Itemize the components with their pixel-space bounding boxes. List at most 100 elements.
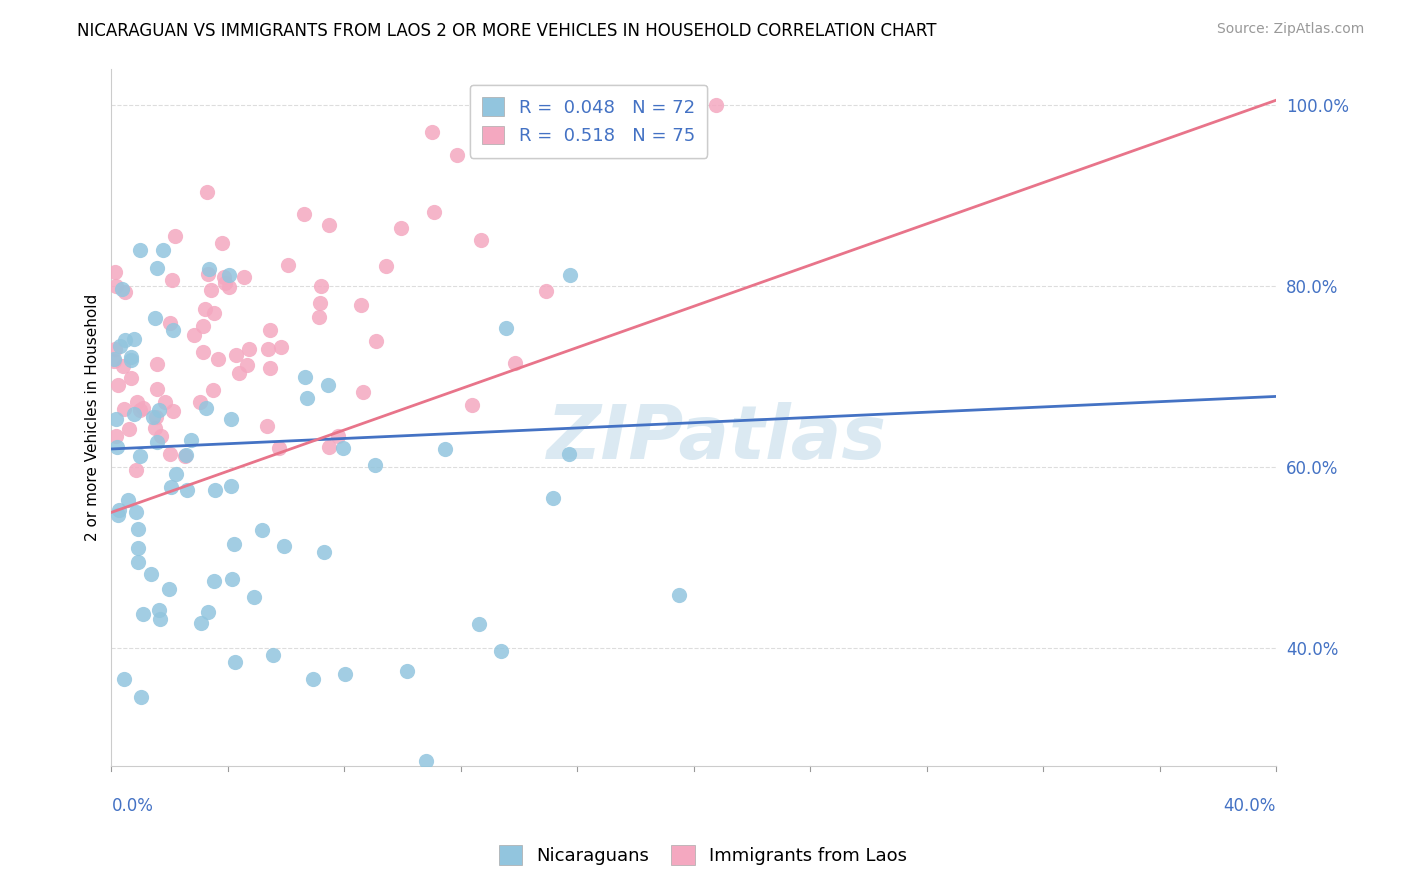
Point (221, 572, 243, 586)
Text: ZIPatlas: ZIPatlas (547, 401, 887, 475)
Point (191, 319, 214, 334)
Point (183, 328, 205, 343)
Point (434, 442, 457, 456)
Point (294, 370, 316, 384)
Point (236, 359, 259, 373)
Point (190, 615, 212, 630)
Point (174, 448, 197, 462)
Point (127, 522, 149, 536)
Point (173, 449, 195, 463)
Point (202, 306, 225, 320)
Point (312, 545, 335, 559)
Point (228, 367, 250, 381)
Point (470, 233, 492, 247)
Point (262, 648, 284, 662)
Point (560, 268, 582, 282)
Point (318, 218, 340, 232)
Point (110, 282, 132, 296)
Point (176, 483, 198, 497)
Point (191, 345, 214, 359)
Point (195, 185, 218, 199)
Point (125, 463, 148, 477)
Point (160, 480, 183, 494)
Point (219, 412, 242, 426)
Point (157, 582, 180, 597)
Point (103, 354, 125, 368)
Text: NICARAGUAN VS IMMIGRANTS FROM LAOS 2 OR MORE VEHICLES IN HOUSEHOLD CORRELATION C: NICARAGUAN VS IMMIGRANTS FROM LAOS 2 OR … (77, 22, 936, 40)
Point (149, 612, 172, 626)
Point (125, 505, 148, 519)
Legend: R =  0.048   N = 72, R =  0.518   N = 75: R = 0.048 N = 72, R = 0.518 N = 75 (470, 85, 707, 158)
Point (225, 348, 247, 362)
Point (257, 342, 280, 356)
Point (238, 342, 260, 356)
Point (165, 467, 187, 482)
Point (188, 395, 211, 409)
Point (120, 350, 142, 364)
Point (375, 260, 398, 274)
Point (704, 97, 727, 112)
Point (118, 422, 141, 436)
Point (145, 261, 167, 276)
Point (252, 524, 274, 538)
Point (104, 264, 127, 278)
Point (162, 323, 184, 337)
Point (145, 435, 167, 450)
Point (128, 402, 150, 417)
Point (233, 269, 256, 284)
Point (332, 442, 354, 456)
Point (127, 555, 149, 569)
Point (117, 492, 139, 507)
Point (180, 433, 202, 447)
Point (446, 148, 468, 162)
Text: 40.0%: 40.0% (1223, 797, 1277, 814)
Point (159, 447, 181, 461)
Point (218, 280, 240, 294)
Point (219, 478, 242, 492)
Point (211, 236, 233, 251)
Point (318, 440, 340, 454)
Point (242, 590, 264, 604)
Point (194, 301, 217, 316)
Point (143, 420, 166, 434)
Point (292, 207, 315, 221)
Point (152, 243, 174, 257)
Point (256, 418, 278, 433)
Point (308, 310, 330, 324)
Point (110, 339, 132, 353)
Point (352, 384, 374, 399)
Point (222, 537, 245, 551)
Point (546, 101, 568, 115)
Point (415, 755, 437, 769)
Point (495, 321, 517, 335)
Point (218, 268, 240, 283)
Point (103, 351, 125, 366)
Point (143, 311, 166, 326)
Point (155, 395, 177, 409)
Point (129, 690, 152, 705)
Point (107, 508, 129, 522)
Point (127, 541, 149, 555)
Point (162, 404, 184, 418)
Point (131, 607, 153, 622)
Point (207, 352, 229, 367)
Point (105, 429, 128, 443)
Point (420, 125, 443, 139)
Point (326, 429, 349, 443)
Point (212, 269, 235, 284)
Legend: Nicaraguans, Immigrants from Laos: Nicaraguans, Immigrants from Laos (488, 834, 918, 876)
Point (129, 449, 152, 463)
Point (198, 262, 221, 277)
Point (270, 340, 292, 354)
Point (146, 383, 169, 397)
Point (146, 357, 169, 371)
Point (302, 673, 325, 687)
Point (145, 410, 167, 425)
Point (364, 458, 387, 472)
Text: 0.0%: 0.0% (111, 797, 153, 814)
Point (558, 447, 581, 461)
Point (159, 317, 181, 331)
Point (534, 284, 557, 298)
Point (335, 667, 357, 681)
Point (364, 334, 387, 348)
